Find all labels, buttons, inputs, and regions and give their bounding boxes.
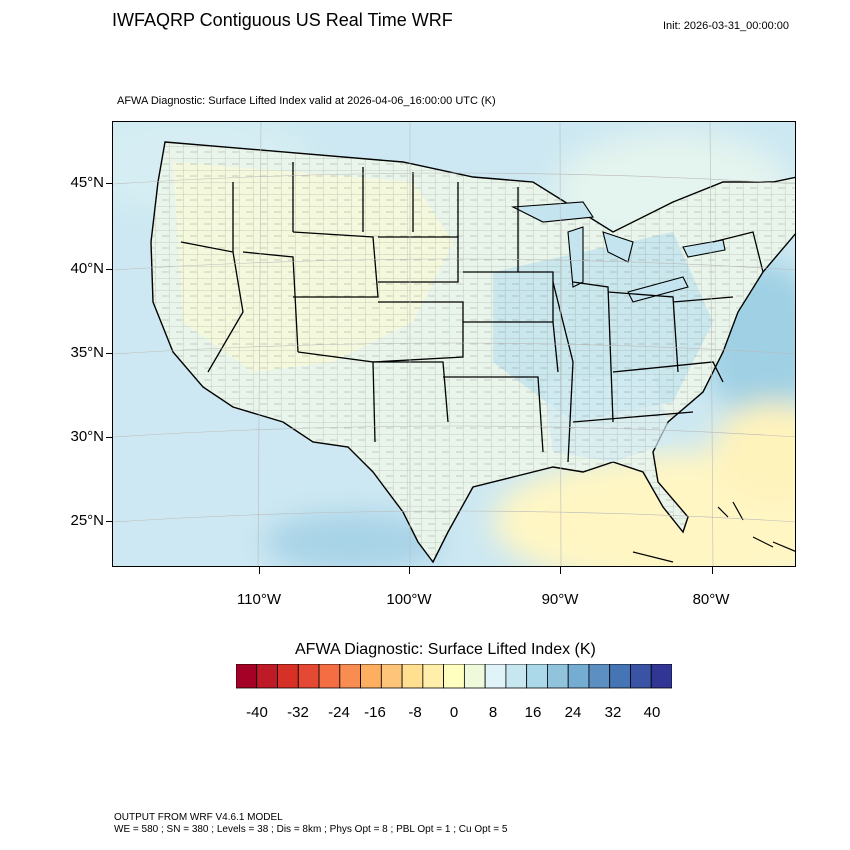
- plot-subtitle: AFWA Diagnostic: Surface Lifted Index va…: [117, 95, 496, 107]
- colorbar-label: -24: [328, 704, 350, 721]
- lon-tick: [712, 567, 713, 574]
- colorbar-label: 8: [488, 704, 498, 721]
- colorbar-swatch: [360, 664, 382, 689]
- lat-label-30n: 30°N: [70, 428, 104, 445]
- colorbar-swatch: [630, 664, 652, 689]
- lon-label-80w: 80°W: [692, 591, 730, 608]
- colorbar-swatch: [547, 664, 569, 689]
- lat-label-45n: 45°N: [70, 174, 104, 191]
- colorbar-label: 0: [449, 704, 459, 721]
- footer-config: WE = 580 ; SN = 380 ; Levels = 38 ; Dis …: [114, 824, 508, 835]
- map-panel: [112, 121, 796, 567]
- colorbar-swatch: [567, 664, 590, 689]
- lon-label-100w: 100°W: [386, 591, 432, 608]
- map-svg: [113, 122, 795, 566]
- colorbar-swatch: [380, 664, 403, 689]
- lat-tick: [106, 437, 112, 438]
- us-landmass: [150, 141, 795, 564]
- colorbar-swatch: [526, 664, 548, 689]
- lat-tick: [106, 183, 112, 184]
- colorbar-swatch: [505, 664, 528, 689]
- colorbar-swatch: [339, 664, 361, 689]
- colorbar-label: 16: [524, 704, 542, 721]
- colorbar-label: 32: [604, 704, 622, 721]
- colorbar: [236, 664, 672, 689]
- colorbar-title: AFWA Diagnostic: Surface Lifted Index (K…: [295, 641, 596, 658]
- lon-tick: [409, 567, 410, 574]
- lon-label-110w: 110°W: [236, 591, 282, 608]
- colorbar-label: -32: [287, 704, 309, 721]
- lat-label-25n: 25°N: [70, 512, 104, 529]
- lon-tick: [560, 567, 561, 574]
- colorbar-label: -16: [364, 704, 386, 721]
- colorbar-swatch: [318, 664, 341, 689]
- plot-title: IWFAQRP Contiguous US Real Time WRF: [112, 10, 453, 30]
- colorbar-label: 40: [643, 704, 661, 721]
- lat-tick: [106, 269, 112, 270]
- init-time: Init: 2026-03-31_00:00:00: [663, 20, 789, 32]
- colorbar-swatch: [443, 664, 465, 689]
- colorbar-swatch: [401, 664, 424, 689]
- colorbar-swatch: [236, 664, 258, 689]
- colorbar-swatch: [297, 664, 320, 689]
- colorbar-swatch: [422, 664, 445, 689]
- colorbar-swatch: [650, 664, 672, 689]
- colorbar-swatch: [588, 664, 611, 689]
- colorbar-label: -8: [408, 704, 422, 721]
- colorbar-swatch: [609, 664, 631, 689]
- colorbar-label: 24: [564, 704, 582, 721]
- great-lakes: [510, 201, 726, 303]
- colorbar-swatch: [484, 664, 507, 689]
- lat-label-35n: 35°N: [70, 344, 104, 361]
- colorbar-label: -40: [246, 704, 268, 721]
- graticule: [113, 122, 795, 566]
- lat-label-40n: 40°N: [70, 260, 104, 277]
- footer-model: OUTPUT FROM WRF V4.6.1 MODEL: [114, 812, 283, 823]
- colorbar-swatch: [256, 664, 278, 689]
- lat-tick: [106, 521, 112, 522]
- lon-label-90w: 90°W: [541, 591, 579, 608]
- colorbar-swatch: [463, 664, 486, 689]
- lon-tick: [259, 567, 260, 574]
- caribbean-coastlines: [632, 501, 795, 563]
- colorbar-swatch: [277, 664, 299, 689]
- lat-tick: [106, 353, 112, 354]
